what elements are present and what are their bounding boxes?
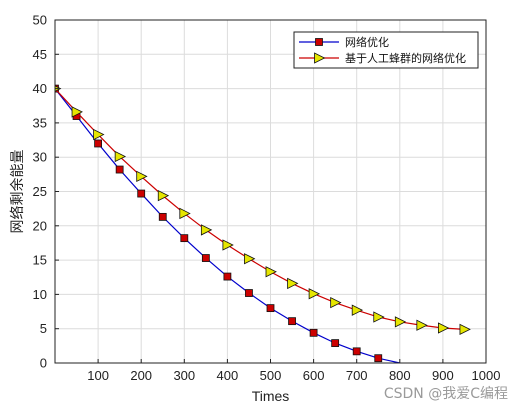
data-point [437,322,450,334]
data-point [244,253,256,265]
y-tick-label: 30 [33,150,47,165]
data-point [330,296,342,309]
series-1 [55,84,400,363]
data-point [459,323,471,336]
data-point [331,339,340,348]
data-point [114,150,127,163]
data-point [136,170,148,183]
data-point [179,207,191,220]
watermark: CSDN @我爱C编程 [383,386,508,402]
y-tick-label: 20 [33,218,47,233]
y-tick-label: 0 [40,356,47,371]
y-tick-label: 35 [33,115,47,130]
data-point [201,254,210,262]
data-point [137,189,146,198]
data-point [309,328,318,337]
data-point [245,289,253,297]
data-point [288,317,296,326]
data-point [222,239,234,251]
data-point [374,354,383,363]
data-point [373,311,385,323]
data-point [158,212,167,221]
x-tick-label: 900 [432,368,454,383]
y-axis-label: 网络剩余能量 [9,150,25,234]
data-point [94,139,102,148]
x-tick-label: 500 [260,368,282,383]
data-point [223,272,232,281]
y-tick-label: 40 [33,81,47,96]
series-2 [55,85,471,336]
y-tick-label: 25 [33,184,47,199]
data-point [265,266,277,278]
data-point [115,165,124,174]
x-axis-label: Times [252,388,290,404]
legend-item: 网络优化 [299,35,389,49]
x-tick-label: 100 [87,368,109,383]
series-line [55,88,465,330]
legend-marker [314,52,326,64]
data-point [351,304,364,316]
x-tick-label: 400 [217,368,239,383]
series-layer [55,84,471,363]
x-tick-label: 200 [130,368,152,383]
data-point [71,106,83,118]
x-tick-label: 700 [346,368,368,383]
data-point [394,316,407,328]
data-point [200,224,213,236]
legend-label: 网络优化 [345,35,389,49]
data-point [308,288,320,300]
x-tick-label: 800 [389,368,411,383]
data-point [352,347,361,356]
y-tick-label: 10 [33,287,47,302]
x-tick-label: 300 [173,368,195,383]
y-tick-label: 15 [33,253,47,268]
data-point [180,234,189,243]
y-tick-label: 45 [33,47,47,62]
data-point [93,128,105,141]
y-tick-label: 50 [33,13,47,28]
x-tick-label: 600 [303,368,325,383]
legend-marker [315,38,323,46]
ticks: 100 200 300 400 500 600 700 800 900 1000 0 5 10 15 20 2… [33,13,501,384]
y-tick-label: 5 [40,321,47,336]
legend-label: 基于人工蜂群的网络优化 [345,51,466,65]
legend-item: 基于人工蜂群的网络优化 [299,51,466,65]
data-point [266,304,275,313]
legend-box [293,31,479,69]
data-point [157,189,170,202]
x-tick-label: 1000 [472,368,501,383]
data-point [416,319,428,331]
data-point [287,277,299,290]
